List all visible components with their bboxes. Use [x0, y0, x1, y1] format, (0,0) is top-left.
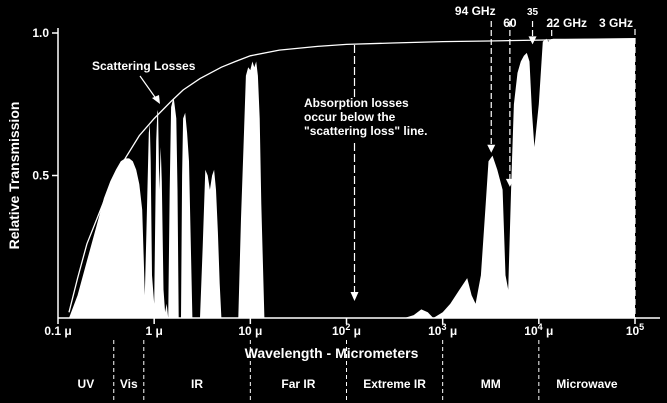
region-label: Extreme IR	[363, 377, 426, 391]
x-tick-label: 10 μ	[238, 324, 262, 338]
absorption-pointer-head	[350, 292, 359, 301]
absorption-label: "scattering loss" line.	[304, 124, 427, 138]
y-axis-label: Relative Transmission	[6, 102, 22, 250]
region-label: UV	[78, 377, 95, 391]
frequency-marker-arrow	[487, 144, 496, 153]
region-label: IR	[191, 377, 203, 391]
frequency-marker-arrow	[547, 82, 556, 90]
x-tick-label: 105	[626, 322, 644, 338]
x-tick-label: 104 μ	[524, 322, 553, 338]
frequency-label: 94 GHz	[455, 4, 496, 18]
absorption-label: Absorption losses	[304, 96, 409, 110]
x-tick-label: 103 μ	[428, 322, 457, 338]
frequency-label: 3 GHz	[599, 16, 633, 30]
scattering-pointer	[139, 75, 158, 101]
frequency-marker-arrow	[505, 178, 514, 187]
frequency-label: 35	[527, 7, 539, 18]
x-tick-label: 102 μ	[332, 322, 361, 338]
x-tick-label: 0.1 μ	[44, 324, 71, 338]
region-label: Vis	[120, 377, 138, 391]
frequency-marker-arrow	[528, 36, 537, 45]
transmission-area	[69, 38, 635, 318]
scattering-loss-curve	[68, 38, 636, 313]
region-label: Far IR	[281, 377, 315, 391]
region-label: Microwave	[556, 377, 618, 391]
x-tick-label: 1 μ	[145, 324, 162, 338]
y-tick-label: 1.0	[32, 26, 49, 40]
y-tick-label: 0.5	[32, 169, 49, 183]
frequency-label: 60	[503, 16, 517, 30]
x-axis-label: Wavelength - Micrometers	[245, 345, 419, 361]
scattering-pointer-head	[152, 95, 160, 104]
frequency-label: 22 GHz	[546, 16, 587, 30]
absorption-label: occur below the	[304, 110, 396, 124]
region-label: MM	[481, 377, 501, 391]
scattering-label: Scattering Losses	[92, 59, 196, 73]
